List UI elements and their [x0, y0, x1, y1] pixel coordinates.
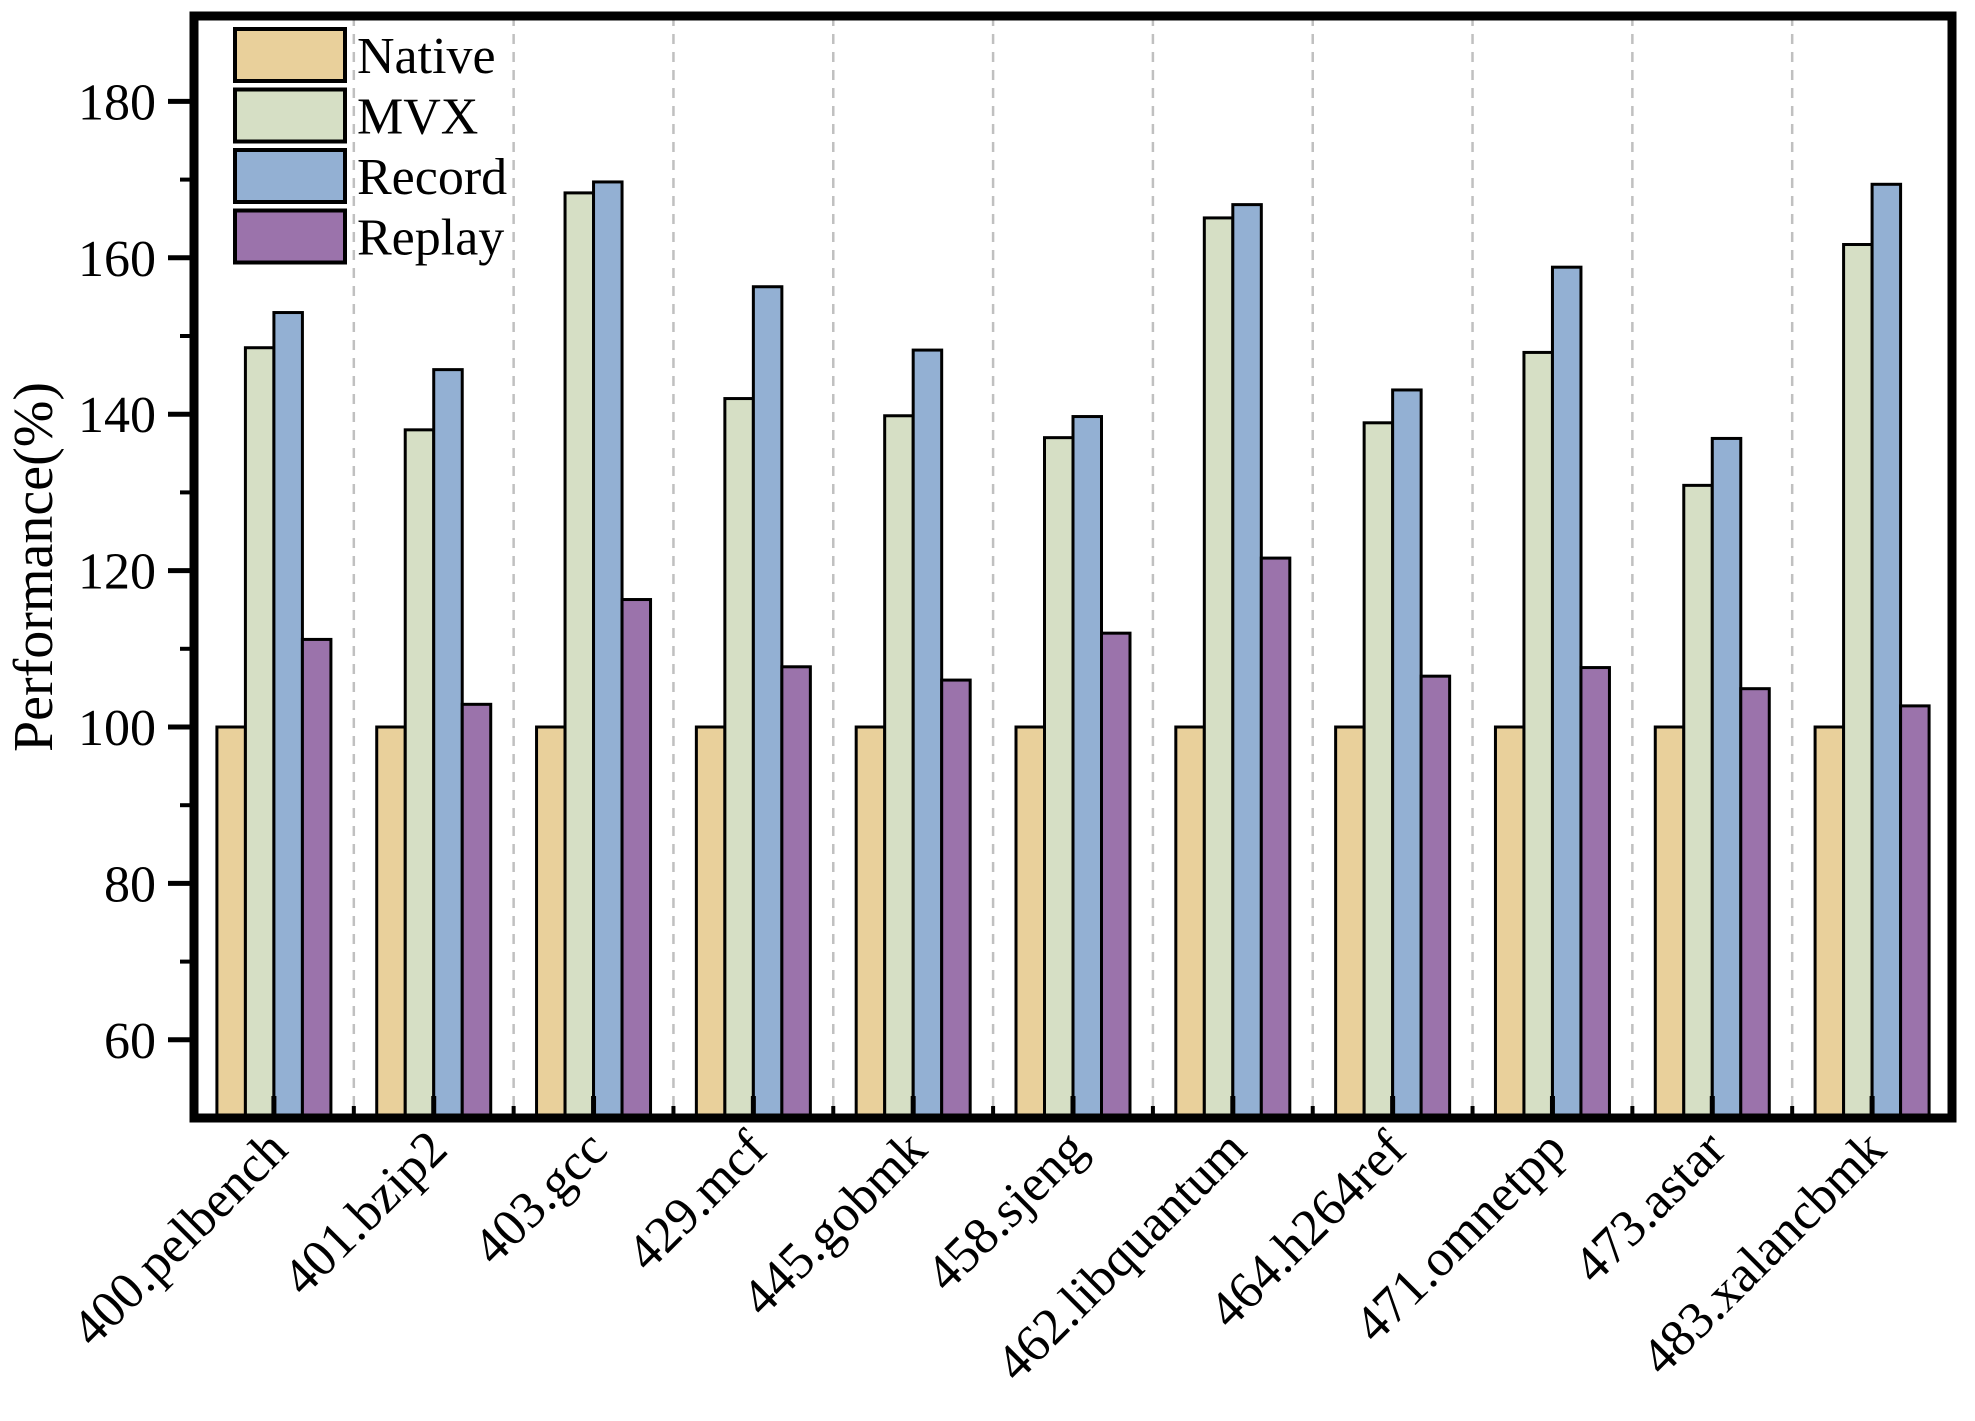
- bar-mvx-401.bzip2: [403, 428, 436, 1120]
- y-tick-label: 160: [78, 231, 156, 288]
- y-tick-label: 180: [78, 74, 156, 131]
- bar-mvx-471.omnetpp: [1522, 350, 1554, 1120]
- legend-swatch-native: [233, 27, 347, 83]
- bar-record-462.libquantum: [1231, 203, 1263, 1120]
- bar-record-483.xalancbmk: [1870, 182, 1903, 1120]
- bar-record-400.pelbench: [272, 311, 304, 1120]
- bar-replay-462.libquantum: [1259, 556, 1292, 1120]
- legend-swatch-mvx: [233, 87, 347, 144]
- bar-replay-471.omnetpp: [1579, 666, 1611, 1120]
- bar-replay-401.bzip2: [460, 702, 493, 1120]
- bar-native-403.gcc: [535, 725, 567, 1120]
- bar-record-458.sjeng: [1071, 415, 1103, 1120]
- legend-label-replay: Replay: [357, 210, 504, 267]
- bar-replay-400.pelbench: [300, 637, 333, 1120]
- legend-swatch-replay: [233, 208, 347, 265]
- bar-mvx-445.gobmk: [883, 414, 915, 1120]
- bar-mvx-400.pelbench: [243, 346, 276, 1120]
- y-tick-label: 120: [78, 544, 156, 601]
- plot-frame: [189, 11, 1957, 1123]
- bar-native-458.sjeng: [1014, 725, 1046, 1120]
- x-tick-label: 429.mcf: [616, 1120, 778, 1282]
- bar-replay-445.gobmk: [940, 678, 972, 1120]
- y-tick-label: 100: [78, 700, 156, 757]
- bar-record-401.bzip2: [432, 368, 464, 1120]
- legend-swatch-record: [233, 148, 347, 204]
- y-tick-label: 80: [104, 856, 156, 913]
- bar-native-464.h264ref: [1334, 725, 1366, 1120]
- bar-replay-458.sjeng: [1100, 631, 1132, 1120]
- x-tick-label: 401.bzip2: [272, 1120, 458, 1306]
- bar-mvx-462.libquantum: [1202, 216, 1235, 1120]
- bar-replay-429.mcf: [780, 665, 812, 1120]
- bar-mvx-483.xalancbmk: [1842, 243, 1874, 1120]
- bar-mvx-458.sjeng: [1043, 436, 1075, 1120]
- bar-mvx-473.astar: [1682, 483, 1714, 1120]
- bar-record-464.h264ref: [1391, 388, 1423, 1120]
- bar-native-483.xalancbmk: [1813, 725, 1846, 1120]
- bar-record-445.gobmk: [911, 348, 944, 1120]
- bar-record-471.omnetpp: [1550, 265, 1583, 1120]
- y-tick-label: 60: [104, 1013, 156, 1070]
- bar-record-429.mcf: [751, 285, 784, 1120]
- bar-record-403.gcc: [592, 180, 624, 1120]
- bar-native-445.gobmk: [854, 725, 887, 1120]
- bar-native-462.libquantum: [1174, 725, 1206, 1120]
- bar-record-473.astar: [1710, 436, 1743, 1120]
- x-tick-label: 400.pelbench: [61, 1120, 298, 1357]
- y-axis-title: Performance(%): [3, 382, 65, 752]
- bar-native-400.pelbench: [215, 725, 247, 1120]
- bar-native-429.mcf: [694, 725, 727, 1120]
- x-tick-label: 403.gcc: [462, 1120, 618, 1276]
- y-tick-label: 140: [78, 387, 156, 444]
- legend-label-mvx: MVX: [357, 89, 478, 146]
- bar-mvx-403.gcc: [563, 191, 596, 1120]
- bar-replay-473.astar: [1739, 687, 1771, 1120]
- bar-mvx-464.h264ref: [1362, 421, 1395, 1120]
- bar-replay-464.h264ref: [1419, 674, 1452, 1120]
- bar-native-471.omnetpp: [1493, 725, 1526, 1120]
- bar-replay-403.gcc: [620, 598, 653, 1120]
- bar-native-473.astar: [1653, 725, 1686, 1120]
- legend-label-record: Record: [357, 149, 507, 206]
- bar-native-401.bzip2: [375, 725, 407, 1120]
- bar-replay-483.xalancbmk: [1899, 704, 1931, 1120]
- legend-label-native: Native: [357, 28, 496, 85]
- bar-mvx-429.mcf: [723, 397, 755, 1120]
